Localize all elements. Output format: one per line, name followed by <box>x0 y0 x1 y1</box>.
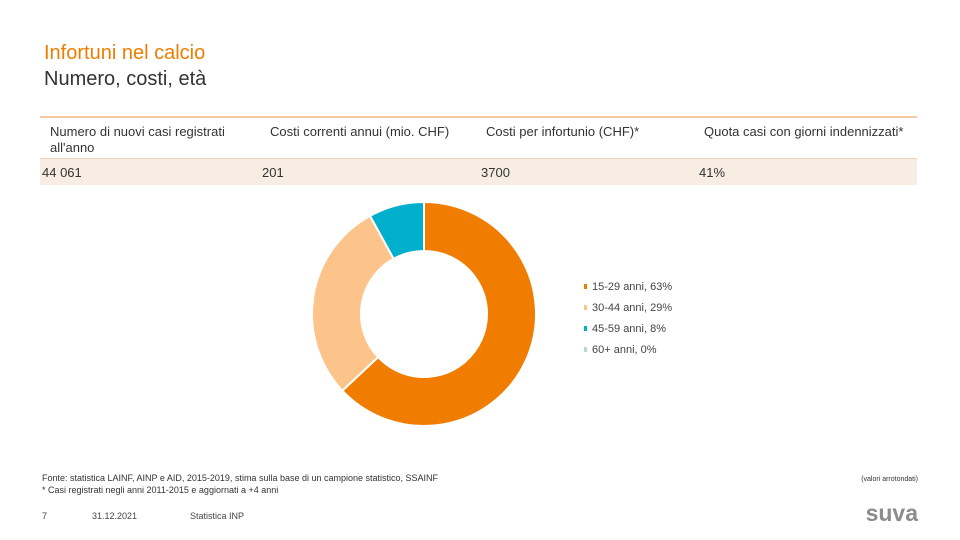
kpi-top-rule <box>40 116 917 118</box>
age-donut-chart <box>311 200 537 427</box>
kpi-label-annual-costs: Costi correnti annui (mio. CHF) <box>270 124 450 139</box>
legend-label: 45-59 anni, 8% <box>592 322 666 335</box>
rounding-note: (valori arrotondati) <box>861 476 918 483</box>
legend-swatch <box>584 284 587 289</box>
suva-logo: suva <box>865 500 918 526</box>
kpi-header-row: Numero di nuovi casi registrati all'anno… <box>40 118 917 159</box>
legend-swatch <box>584 326 587 331</box>
title-sub: Numero, costi, età <box>44 68 207 90</box>
legend-label: 30-44 anni, 29% <box>592 301 673 314</box>
kpi-value-new-cases: 44 061 <box>42 164 82 180</box>
donut-slice-30-44-anni <box>311 214 396 393</box>
legend-swatch <box>584 347 587 352</box>
legend-label: 60+ anni, 0% <box>592 343 657 356</box>
page-number: 7 <box>42 511 48 521</box>
legend-swatch <box>584 305 587 310</box>
legend-item-15-29: 15-29 anni, 63% <box>584 276 672 297</box>
legend-item-45-59: 45-59 anni, 8% <box>584 318 672 339</box>
kpi-value-cost-per-injury: 3700 <box>481 164 510 180</box>
donut-slice-45-59-anni <box>368 200 425 261</box>
kpi-value-row: 44 061 201 3700 41% <box>40 159 917 185</box>
source-text: Fonte: statistica LAINF, AINP e AID, 201… <box>42 473 439 483</box>
footer-date: 31.12.2021 <box>92 511 138 521</box>
kpi-label-new-cases: Numero di nuovi casi registrati all'anno <box>50 124 225 155</box>
chart-legend: 15-29 anni, 63% 30-44 anni, 29% 45-59 an… <box>584 276 672 360</box>
kpi-value-compensated-share: 41% <box>699 164 726 180</box>
kpi-label-cost-per-injury: Costi per infortunio (CHF)* <box>486 124 640 139</box>
footer-label: Statistica INP <box>190 511 245 521</box>
legend-item-30-44: 30-44 anni, 29% <box>584 297 672 318</box>
footnote-text: * Casi registrati negli anni 2011-2015 e… <box>42 485 279 495</box>
legend-label: 15-29 anni, 63% <box>592 280 673 293</box>
slide-title: Infortuni nel calcio Numero, costi, età <box>44 40 206 92</box>
kpi-value-annual-costs: 201 <box>262 164 284 180</box>
kpi-label-compensated-share: Quota casi con giorni indennizzati* <box>704 124 904 139</box>
kpi-table: Numero di nuovi casi registrati all'anno… <box>40 116 917 185</box>
title-main: Infortuni nel calcio <box>44 42 206 64</box>
source-note: Fonte: statistica LAINF, AINP e AID, 201… <box>42 472 438 496</box>
donut-slice-15-29-anni <box>340 200 537 427</box>
legend-item-60plus: 60+ anni, 0% <box>584 339 672 360</box>
